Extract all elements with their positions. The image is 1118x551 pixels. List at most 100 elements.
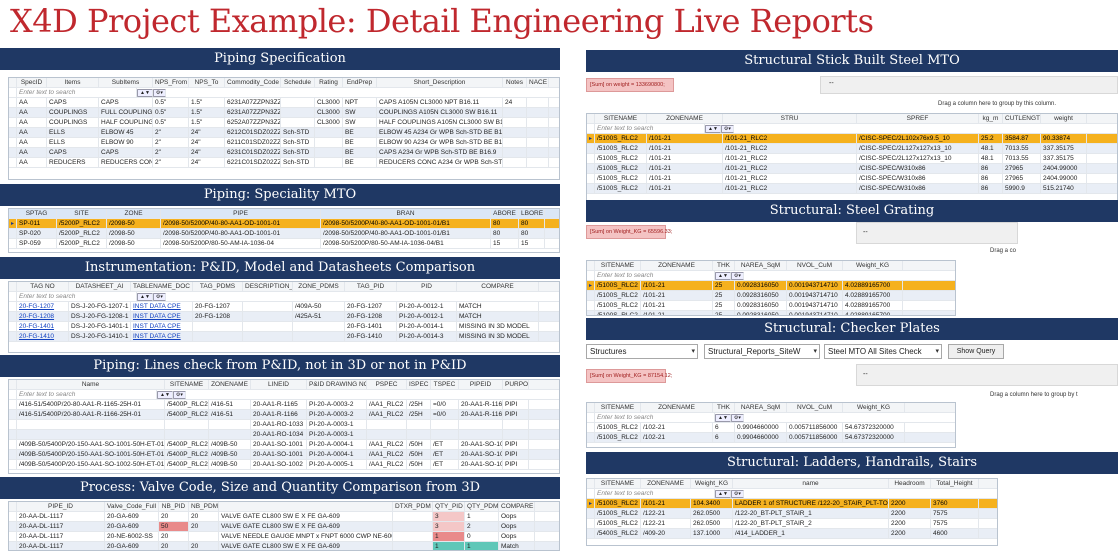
table-row[interactable]: /5400S_RLC2/409-20 137.1000/414_LADDER_1 2…: [587, 529, 997, 539]
table-row[interactable]: /5100S_RLC2/101-21 25 0.0928316050 0.001943…: [587, 301, 955, 311]
table-cell[interactable]: INST DATA CPE: [131, 312, 193, 321]
column-header[interactable]: TAG NO: [17, 282, 69, 291]
column-header[interactable]: DTXR_PDM: [393, 502, 433, 511]
column-header[interactable]: Commodity_Code: [227, 78, 281, 87]
column-header[interactable]: PIPE_ID: [17, 502, 105, 511]
column-header[interactable]: SPREF: [857, 114, 979, 123]
table-row[interactable]: /409B-50/5400P/20-150-AA1-SO-1001-50H-ET…: [9, 450, 559, 460]
filter-options-icon[interactable]: ⚙▾: [730, 414, 744, 422]
column-header[interactable]: [219, 502, 393, 511]
column-header[interactable]: NB_PDMS: [191, 502, 219, 511]
filter-operator-button[interactable]: ▲▼: [157, 391, 173, 399]
column-header[interactable]: NVOL_CuM: [787, 261, 843, 270]
table-cell[interactable]: 20-FG-1401: [17, 322, 69, 331]
table-row[interactable]: /5100S_RLC2/122-21 262.0500/122-20_BT-PLT…: [587, 509, 997, 519]
table-row[interactable]: ▸/5100S_RLC2/101-21 25 0.0928316050 0.00194…: [587, 281, 955, 291]
column-header[interactable]: TABLENAME_DOC: [131, 282, 193, 291]
column-header[interactable]: ZONENAME: [641, 479, 691, 488]
column-header[interactable]: Weight_KG: [843, 261, 903, 270]
column-header[interactable]: BRAN: [321, 209, 491, 218]
column-header[interactable]: COMPARE: [501, 502, 535, 511]
column-header[interactable]: NACE: [529, 78, 549, 87]
column-header[interactable]: SITENAME: [595, 403, 641, 412]
table-row[interactable]: AA ELLS ELBOW 45 2" 24" 6212C01SDZ02ZZ Sch-STD…: [9, 128, 559, 138]
table-row[interactable]: 20-AA-DL-1117 20-GA-609 20 20 VALVE GATE CL8…: [9, 512, 559, 522]
filter-options-icon[interactable]: ⚙▾: [152, 293, 166, 301]
table-row[interactable]: AA CAPS CAPS 2" 24" 6231C01SDZ02ZZ Sch-STD BE CA…: [9, 148, 559, 158]
column-header[interactable]: SubItems: [99, 78, 153, 87]
table-row[interactable]: /5100S_RLC2/101-21/101-21_RLC2/CISC-SPEC…: [587, 164, 1117, 174]
filter-options-icon[interactable]: ⚙▾: [152, 89, 166, 97]
column-header[interactable]: SpecID: [17, 78, 47, 87]
column-header[interactable]: SITENAME: [595, 114, 647, 123]
column-header[interactable]: THK: [713, 403, 735, 412]
column-header[interactable]: ZONENAME: [209, 380, 251, 389]
column-header[interactable]: Headroom: [889, 479, 931, 488]
column-header[interactable]: PIPEID: [459, 380, 503, 389]
filter-operator-button[interactable]: ▲▼: [137, 293, 153, 301]
table-row[interactable]: ▸ SP-011/5200P_RLC2/2098-50/2098-50/5200P…: [9, 219, 559, 229]
table-row[interactable]: 20-AA1-RO-1033 PI-20-A-0003-1: [9, 420, 559, 430]
column-header[interactable]: Items: [47, 78, 99, 87]
table-row[interactable]: /5100S_RLC2/101-21/101-21_RLC2/CISC-SPEC…: [587, 154, 1117, 164]
search-input[interactable]: Enter text to search: [595, 124, 705, 133]
table-cell[interactable]: INST DATA CPE: [131, 332, 193, 341]
column-header[interactable]: LBORE: [521, 209, 545, 218]
column-header[interactable]: ZONENAME: [641, 261, 713, 270]
column-header[interactable]: Valve_Code_Full: [105, 502, 159, 511]
column-header[interactable]: name: [733, 479, 889, 488]
table-row[interactable]: /5100S_RLC2/102-21 6 0.9904660000 0.0057118…: [587, 433, 955, 443]
table-row[interactable]: SP-059/5200P_RLC2/2098-50/2098-50/5200P/…: [9, 239, 559, 249]
column-header[interactable]: Weight_KG: [843, 403, 905, 412]
column-header[interactable]: ZONE: [107, 209, 161, 218]
column-header[interactable]: Name: [17, 380, 165, 389]
table-row[interactable]: AA CAPS CAPS 0.5" 1.5" 6231A07ZZPN3ZZ CL3000 NP…: [9, 98, 559, 108]
column-header[interactable]: ZONENAME: [641, 403, 713, 412]
column-header[interactable]: Schedule: [281, 78, 315, 87]
column-header[interactable]: NPS_From: [155, 78, 189, 87]
column-header[interactable]: NPS_To: [189, 78, 225, 87]
column-header[interactable]: ZONENAME: [647, 114, 723, 123]
column-header[interactable]: SPTAG: [17, 209, 57, 218]
column-header[interactable]: CUTLENGTH: [1005, 114, 1041, 123]
table-row[interactable]: /5100S_RLC2/101-21 25 0.0928316050 0.001943…: [587, 311, 955, 315]
table-cell[interactable]: 20-FG-1410: [17, 332, 69, 341]
filter-options-icon[interactable]: ⚙▾: [730, 272, 744, 280]
column-header[interactable]: P&ID DRAWING NO: [309, 380, 367, 389]
column-header[interactable]: STRU: [723, 114, 857, 123]
table-row[interactable]: 20-FG-1410 DS-J-20-FG-1410-1 INST DATA CPE…: [9, 332, 559, 342]
column-header[interactable]: DESCRIPTION_PDMS: [245, 282, 293, 291]
search-input[interactable]: Enter text to search: [595, 271, 715, 280]
column-header[interactable]: TAG_PID: [345, 282, 397, 291]
column-header[interactable]: NAREA_SqM: [735, 261, 787, 270]
column-header[interactable]: weight: [1041, 114, 1087, 123]
table-row[interactable]: /5100S_RLC2/101-21/101-21_RLC2/CISC-SPEC…: [587, 144, 1117, 154]
column-header[interactable]: THK: [713, 261, 735, 270]
table-row[interactable]: /5100S_RLC2/101-21/101-21_RLC2/CISC-SPEC…: [587, 174, 1117, 184]
table-row[interactable]: /409B-50/5400P/20-150-AA1-SO-1001-50H-ET…: [9, 440, 559, 450]
search-input[interactable]: Enter text to search: [17, 292, 137, 301]
filter-operator-button[interactable]: ▲▼: [705, 125, 721, 133]
table-row[interactable]: /5100S_RLC2/101-21 25 0.0928316050 0.001943…: [587, 291, 955, 301]
column-header[interactable]: Short_Description: [377, 78, 503, 87]
table-cell[interactable]: INST DATA CPE: [131, 302, 193, 311]
column-header[interactable]: QTY_PID: [433, 502, 465, 511]
column-header[interactable]: Total_Height: [931, 479, 979, 488]
search-input[interactable]: Enter text to search: [595, 489, 715, 498]
column-header[interactable]: Rating: [315, 78, 343, 87]
search-input[interactable]: Enter text to search: [17, 88, 137, 97]
table-row[interactable]: /5100S_RLC2/122-21 262.0500/122-20_BT-PLT…: [587, 519, 997, 529]
table-row[interactable]: SP-020/5200P_RLC2/2098-50/2098-50/5200P/…: [9, 229, 559, 239]
column-header[interactable]: SITENAME: [165, 380, 209, 389]
column-header[interactable]: ABORE: [491, 209, 519, 218]
column-header[interactable]: EndPrep: [343, 78, 377, 87]
table-row[interactable]: /5100S_RLC2/102-21 6 0.9904660000 0.0057118…: [587, 423, 955, 433]
filter-operator-button[interactable]: ▲▼: [715, 414, 731, 422]
filter-operator-button[interactable]: ▲▼: [715, 490, 731, 498]
column-header[interactable]: Notes: [503, 78, 527, 87]
search-input[interactable]: Enter text to search: [17, 390, 157, 399]
table-row[interactable]: 20-FG-1208 DS-J-20-FG-1208-1 INST DATA CPE…: [9, 312, 559, 322]
table-row[interactable]: ▸/5100S_RLC2/101-21/101-21_RLC2/CISC-SPE…: [587, 134, 1117, 144]
table-cell[interactable]: INST DATA CPE: [131, 322, 193, 331]
column-header[interactable]: DATASHEET_AI: [69, 282, 131, 291]
